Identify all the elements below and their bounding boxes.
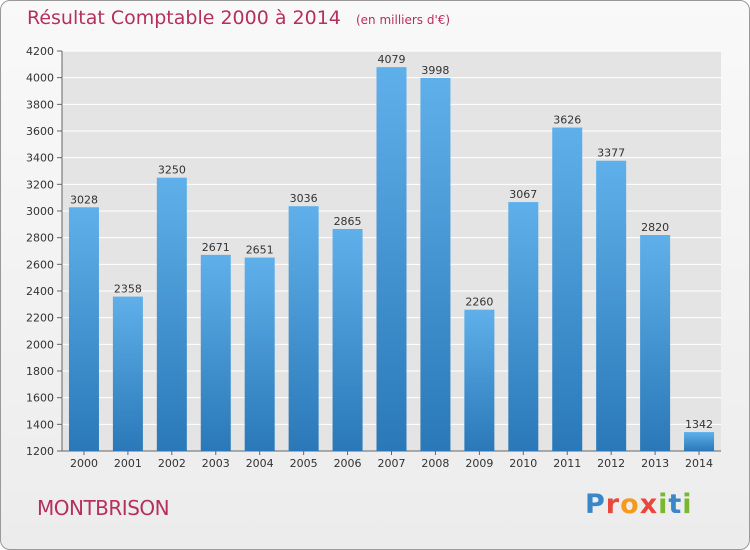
x-tick-label: 2002 [158, 457, 186, 470]
bar [244, 257, 275, 451]
value-label: 3067 [509, 188, 537, 201]
bar [420, 77, 451, 451]
bar [464, 309, 495, 451]
value-label: 1342 [685, 418, 713, 431]
x-tick-label: 2013 [641, 457, 669, 470]
bar [508, 202, 539, 451]
logo-letter: P [585, 489, 606, 520]
chart-title: Résultat Comptable 2000 à 2014 [27, 7, 341, 29]
y-tick-label: 2200 [26, 312, 54, 325]
y-tick-label: 3600 [26, 125, 54, 138]
bar [552, 127, 583, 452]
y-tick-label: 2400 [26, 285, 54, 298]
value-label: 3250 [158, 164, 186, 177]
chart-unit: (en milliers d'€) [355, 13, 451, 27]
bar [596, 160, 627, 451]
y-tick-label: 2600 [26, 258, 54, 271]
value-label: 3626 [553, 114, 581, 127]
value-label: 2358 [114, 283, 142, 296]
bar [332, 229, 363, 451]
logo-letter: r [605, 489, 621, 520]
logo-letter: t [668, 489, 683, 520]
value-label: 3998 [421, 64, 449, 77]
y-tick-label: 3200 [26, 178, 54, 191]
x-tick-label: 2009 [465, 457, 493, 470]
bar [68, 207, 99, 451]
value-label: 3377 [597, 147, 625, 160]
value-label: 3028 [70, 193, 98, 206]
logo-letter: x [639, 489, 659, 520]
proxiti-logo: Proxiti [585, 489, 693, 520]
value-label: 2820 [641, 221, 669, 234]
x-tick-label: 2012 [597, 457, 625, 470]
y-tick-label: 1600 [26, 392, 54, 405]
y-tick-label: 3000 [26, 205, 54, 218]
logo-letter: o [620, 489, 640, 520]
y-tick-label: 4000 [26, 72, 54, 85]
value-label: 2671 [202, 241, 230, 254]
y-tick-label: 3400 [26, 152, 54, 165]
bar [376, 67, 407, 451]
x-tick-label: 2011 [553, 457, 581, 470]
y-tick-label: 1400 [26, 418, 54, 431]
chart-title-block: Résultat Comptable 2000 à 2014 (en milli… [27, 7, 450, 29]
bar [200, 254, 231, 451]
x-tick-label: 2010 [509, 457, 537, 470]
logo-letter: i [658, 489, 669, 520]
value-label: 4079 [378, 53, 406, 66]
y-tick-label: 2000 [26, 338, 54, 351]
bar [684, 432, 715, 451]
x-tick-label: 2004 [246, 457, 274, 470]
x-tick-label: 2003 [202, 457, 230, 470]
bar [112, 296, 143, 451]
y-tick-label: 1200 [26, 445, 54, 458]
value-label: 2651 [246, 244, 274, 257]
x-tick-label: 2000 [70, 457, 98, 470]
bar [640, 235, 671, 451]
value-label: 2865 [334, 215, 362, 228]
value-label: 2260 [465, 296, 493, 309]
y-tick-label: 1800 [26, 365, 54, 378]
x-tick-label: 2014 [685, 457, 713, 470]
x-tick-label: 2001 [114, 457, 142, 470]
x-tick-label: 2008 [421, 457, 449, 470]
y-tick-label: 4200 [26, 45, 54, 58]
bar [288, 206, 319, 451]
x-tick-label: 2005 [290, 457, 318, 470]
y-tick-label: 3800 [26, 98, 54, 111]
logo-letter: i [682, 489, 693, 520]
x-tick-label: 2007 [378, 457, 406, 470]
bar [156, 177, 187, 451]
city-name: MONTBRISON [37, 496, 170, 520]
value-label: 3036 [290, 192, 318, 205]
y-tick-label: 2800 [26, 232, 54, 245]
x-tick-label: 2006 [334, 457, 362, 470]
